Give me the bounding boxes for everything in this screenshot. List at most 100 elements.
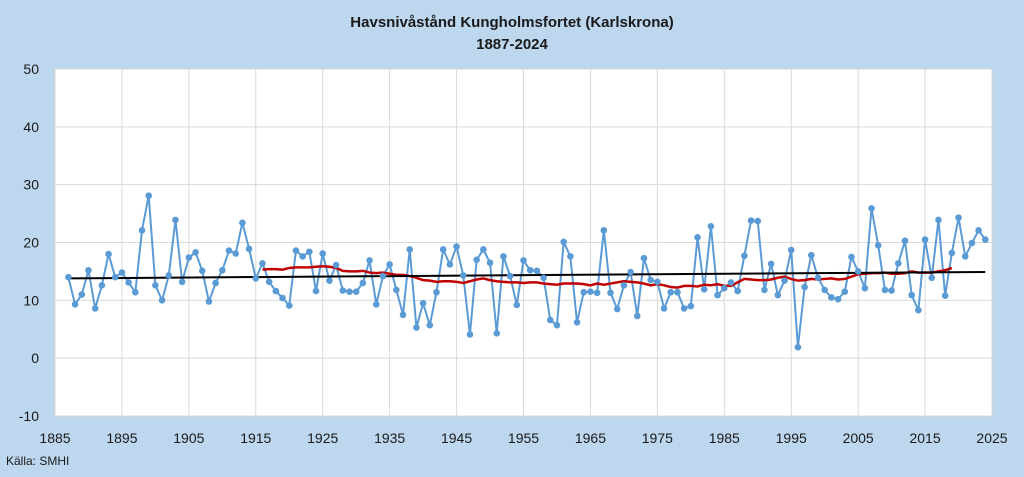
annual-point: [834, 295, 842, 303]
chart-subtitle: 1887-2024: [476, 36, 548, 53]
x-tick-label: 1915: [240, 430, 271, 446]
annual-point: [741, 252, 748, 260]
annual-point: [921, 236, 929, 243]
annual-point: [285, 302, 293, 309]
annual-point: [975, 227, 982, 234]
annual-point: [520, 257, 527, 264]
annual-point: [620, 281, 628, 289]
annual-point: [386, 261, 393, 268]
annual-point: [961, 253, 969, 260]
annual-point: [801, 283, 808, 291]
annual-point: [874, 242, 882, 249]
series: [65, 192, 989, 351]
annual-point: [567, 253, 574, 260]
y-tick-label: -10: [19, 408, 39, 424]
annual-point: [727, 279, 735, 286]
annual-point: [105, 250, 112, 258]
annual-point: [654, 278, 661, 286]
annual-point: [553, 321, 561, 329]
annual-point: [848, 253, 855, 261]
annual-point: [895, 260, 902, 267]
annual-point: [774, 291, 782, 299]
annual-point: [560, 238, 567, 246]
annual-point: [714, 291, 721, 299]
annual-point: [279, 294, 286, 302]
annual-point: [125, 279, 132, 286]
annual-point: [915, 306, 922, 314]
x-axis-ticks: 1885 1895 1905 1915 1925 1935 1945 1955 1965 1975…: [39, 430, 1007, 446]
annual-point: [433, 288, 440, 296]
annual-point: [372, 301, 380, 308]
annual-point: [406, 246, 414, 253]
annual-point: [299, 253, 306, 260]
annual-point: [446, 261, 454, 268]
annual-point: [640, 254, 648, 262]
annual-point: [339, 287, 347, 294]
annual-point: [219, 266, 226, 274]
annual-point: [667, 288, 675, 296]
annual-point: [513, 301, 521, 309]
annual-point: [767, 260, 775, 268]
annual-point: [928, 274, 936, 282]
annual-point: [700, 286, 708, 293]
x-tick-label: 1885: [39, 430, 70, 446]
annual-point: [85, 266, 92, 274]
annual-point: [593, 289, 601, 297]
annual-point: [955, 214, 962, 221]
x-tick-label: 1925: [307, 430, 338, 446]
annual-point: [941, 292, 949, 300]
annual-point: [500, 253, 507, 260]
annual-point: [413, 324, 420, 331]
annual-point: [935, 216, 942, 224]
annual-point: [225, 247, 233, 254]
annual-point: [533, 267, 541, 275]
annual-point: [192, 249, 199, 256]
y-tick-label: 40: [23, 119, 39, 135]
x-tick-label: 1895: [106, 430, 137, 446]
annual-point: [239, 219, 246, 227]
annual-point: [393, 286, 400, 294]
annual-point: [828, 294, 835, 301]
y-axis-ticks: -10 0 10 20 30 40 50: [19, 61, 39, 424]
annual-point: [78, 291, 86, 298]
annual-point: [152, 281, 159, 289]
annual-point: [747, 217, 755, 224]
annual-point: [272, 287, 280, 295]
annual-point: [459, 272, 467, 279]
annual-point: [901, 237, 909, 245]
x-tick-label: 2005: [843, 430, 874, 446]
annual-point: [781, 277, 788, 284]
annual-point: [265, 278, 273, 286]
annual-point: [754, 217, 762, 225]
annual-point: [734, 287, 741, 295]
annual-point: [968, 239, 976, 247]
annual-point: [807, 251, 815, 259]
x-tick-label: 1975: [642, 430, 673, 446]
annual-point: [480, 246, 487, 253]
annual-point: [687, 302, 695, 310]
x-tick-label: 1955: [508, 430, 539, 446]
annual-point: [205, 298, 213, 305]
annual-point: [426, 321, 434, 329]
annual-point: [627, 268, 634, 276]
annual-point: [473, 256, 480, 264]
annual-point: [111, 273, 119, 281]
annual-point: [720, 284, 728, 292]
annual-point: [259, 260, 266, 267]
source-label: Källa: SMHI: [6, 454, 69, 468]
annual-point: [419, 299, 427, 307]
chart-title: Havsnivåstånd Kungholmsfortet (Karlskron…: [350, 14, 673, 31]
annual-point: [326, 277, 333, 284]
moving-average-line: [262, 264, 953, 289]
annual-point: [138, 227, 146, 234]
annual-point: [787, 246, 795, 254]
annual-point: [292, 247, 300, 254]
x-tick-label: 2015: [909, 430, 940, 446]
annual-point: [794, 343, 802, 351]
x-tick-label: 1985: [709, 430, 740, 446]
annual-point: [212, 279, 219, 287]
y-tick-label: 10: [23, 292, 39, 308]
annual-point: [158, 297, 166, 304]
y-tick-label: 50: [23, 61, 39, 77]
